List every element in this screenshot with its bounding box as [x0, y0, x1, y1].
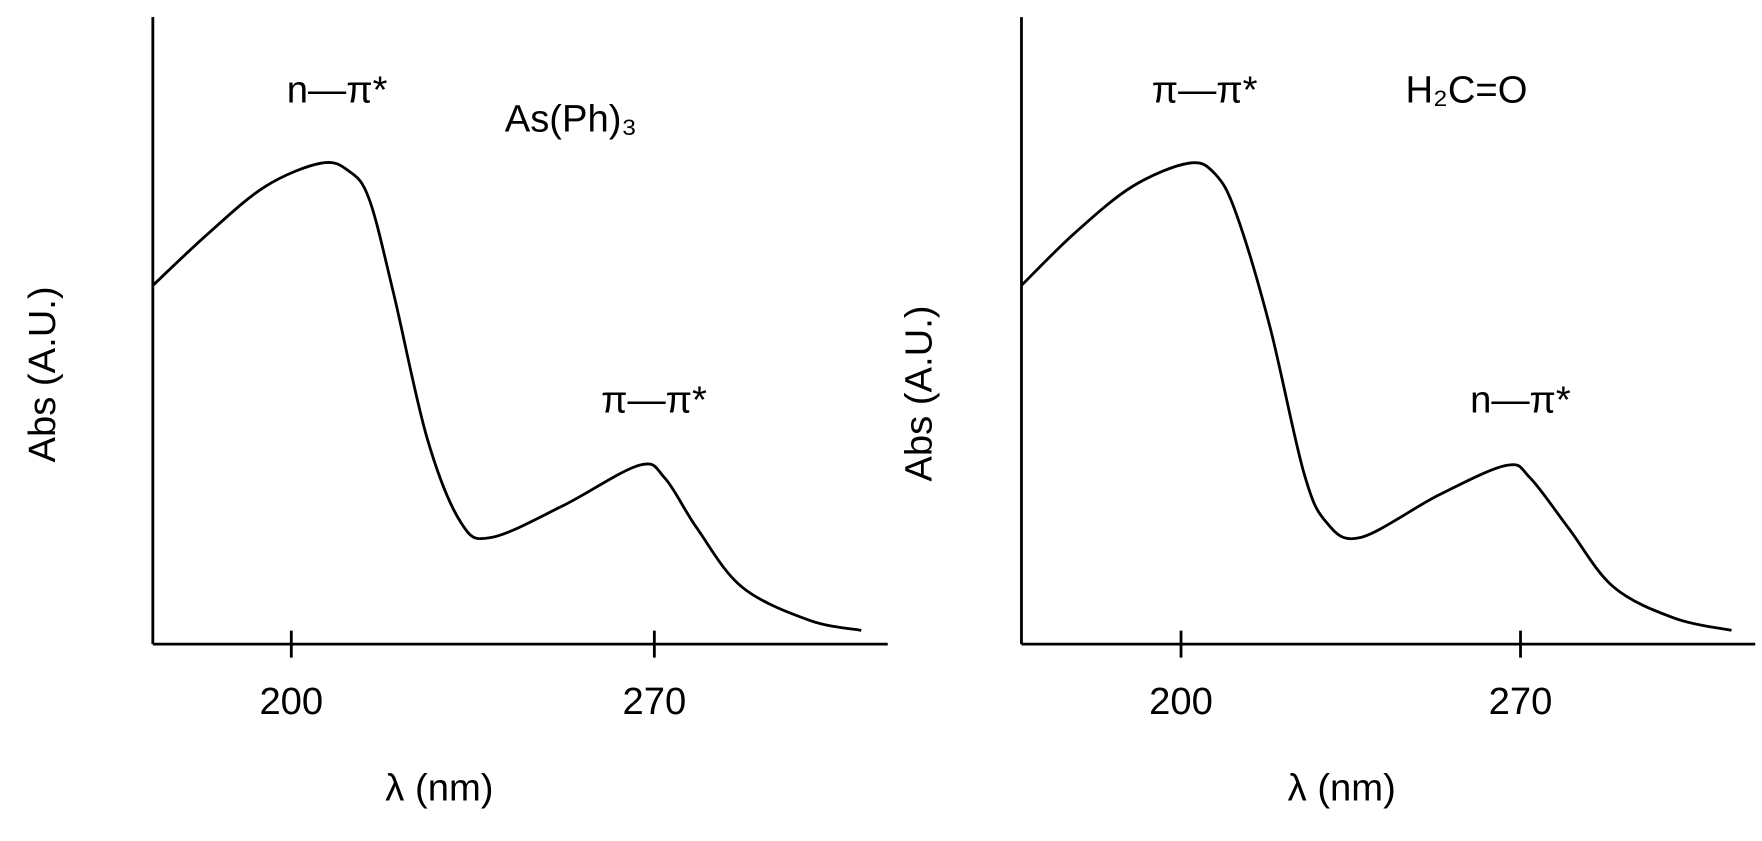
annotation: n—π*: [287, 68, 388, 111]
annotation: π—π*: [601, 379, 707, 422]
x-axis-label: λ (nm): [1288, 766, 1396, 809]
annotation: H₂C=O: [1405, 68, 1527, 111]
x-axis-label: λ (nm): [385, 766, 493, 809]
x-tick-label: 270: [622, 680, 686, 723]
x-tick-label: 200: [259, 680, 323, 723]
y-axis-label: Abs (A.U.): [898, 305, 941, 481]
annotation: As(Ph)₃: [505, 98, 637, 141]
y-axis-label: Abs (A.U.): [21, 286, 64, 462]
x-tick-label: 200: [1149, 680, 1213, 723]
data-line: [151, 161, 862, 632]
annotation: π—π*: [1152, 68, 1258, 111]
data-line: [1020, 161, 1732, 632]
annotation: n—π*: [1470, 379, 1571, 422]
x-tick-label: 270: [1489, 680, 1553, 723]
